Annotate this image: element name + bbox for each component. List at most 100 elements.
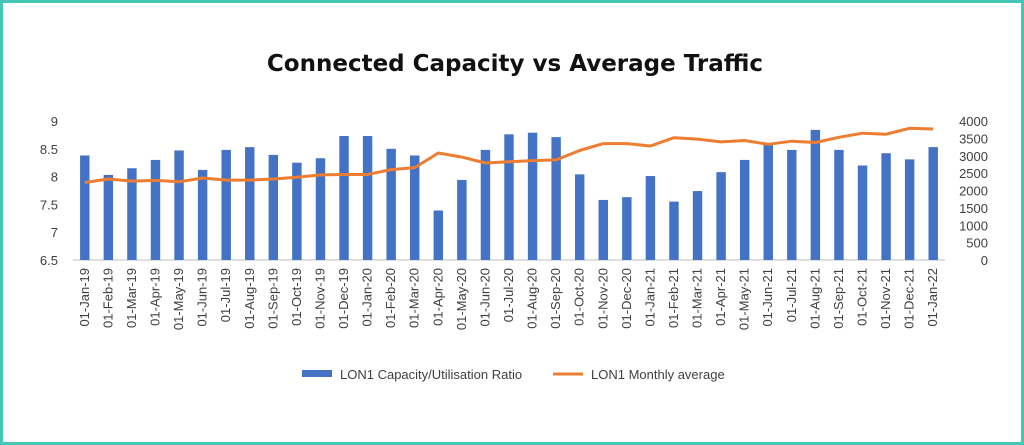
bar bbox=[80, 155, 90, 260]
bar bbox=[763, 143, 773, 260]
right-axis-tick: 2500 bbox=[959, 166, 988, 181]
legend-label-line: LON1 Monthly average bbox=[591, 367, 725, 382]
x-axis-tick: 01-Jun-19 bbox=[195, 268, 210, 327]
bar bbox=[292, 162, 302, 260]
right-axis-tick: 3000 bbox=[959, 149, 988, 164]
x-axis-tick: 01-Sep-19 bbox=[265, 268, 280, 329]
legend: LON1 Capacity/Utilisation Ratio LON1 Mon… bbox=[302, 367, 725, 382]
bar bbox=[598, 199, 608, 260]
left-axis-tick: 7.5 bbox=[40, 197, 58, 212]
right-axis-tick: 1500 bbox=[959, 201, 988, 216]
bar bbox=[622, 197, 632, 260]
left-axis-tick: 9 bbox=[51, 114, 58, 129]
right-axis-tick: 1000 bbox=[959, 218, 988, 233]
x-axis-tick: 01-Apr-19 bbox=[147, 268, 162, 326]
x-axis-tick: 01-May-21 bbox=[737, 268, 752, 330]
bar bbox=[221, 149, 231, 260]
x-axis-tick: 01-Feb-19 bbox=[100, 268, 115, 328]
bar bbox=[810, 129, 821, 260]
x-axis-tick: 01-Sep-21 bbox=[831, 268, 846, 329]
x-axis-tick: 01-Aug-19 bbox=[242, 268, 257, 329]
x-axis-tick: 01-Feb-20 bbox=[383, 268, 398, 328]
x-axis-tick: 01-Oct-21 bbox=[855, 268, 870, 326]
chart-title: Connected Capacity vs Average Traffic bbox=[266, 51, 764, 77]
bar bbox=[174, 150, 184, 260]
x-axis-tick: 01-Apr-21 bbox=[713, 268, 728, 326]
x-axis-tick: 01-May-20 bbox=[454, 268, 469, 330]
bar bbox=[716, 172, 726, 260]
x-axis-tick: 01-Aug-20 bbox=[525, 268, 540, 329]
bar bbox=[527, 132, 538, 260]
x-axis-tick: 01-Mar-21 bbox=[690, 268, 705, 328]
x-axis-tick: 01-Aug-21 bbox=[807, 268, 822, 329]
legend-label-bar: LON1 Capacity/Utilisation Ratio bbox=[340, 367, 522, 382]
x-axis-tick: 01-May-19 bbox=[171, 268, 186, 330]
x-axis-tick: 01-Nov-21 bbox=[878, 268, 893, 329]
right-axis-tick: 500 bbox=[966, 236, 988, 251]
bar bbox=[928, 147, 938, 260]
line-series bbox=[84, 126, 934, 184]
bar bbox=[574, 174, 585, 260]
bar bbox=[315, 158, 326, 260]
bar bbox=[245, 147, 255, 260]
legend-swatch-bar bbox=[302, 370, 332, 377]
x-axis-tick: 01-Jul-19 bbox=[218, 268, 233, 322]
x-axis-tick: 01-Jun-20 bbox=[477, 268, 492, 327]
right-axis-tick: 0 bbox=[981, 253, 988, 268]
bar bbox=[268, 154, 279, 260]
bar bbox=[386, 148, 396, 260]
x-axis-tick: 01-Dec-19 bbox=[336, 268, 351, 329]
bar bbox=[433, 210, 444, 260]
bar bbox=[834, 149, 844, 260]
x-axis-tick: 01-Apr-20 bbox=[430, 268, 445, 326]
x-axis-tick: 01-Jan-20 bbox=[360, 268, 375, 327]
bar bbox=[410, 155, 420, 260]
bar bbox=[103, 174, 114, 260]
x-axis-tick: 01-Nov-20 bbox=[595, 268, 610, 329]
x-axis-tick: 01-Mar-19 bbox=[124, 268, 139, 328]
left-axis-tick: 6.5 bbox=[40, 253, 58, 268]
left-axis: 6.5 7 7.5 8 8.5 9 bbox=[40, 114, 58, 268]
x-axis-ticks: 01-Jan-19 01-Feb-19 01-Mar-19 01-Apr-19 01-M… bbox=[77, 268, 940, 330]
bar bbox=[787, 149, 797, 260]
x-axis-tick: 01-Feb-21 bbox=[666, 268, 681, 328]
x-axis-tick: 01-Oct-20 bbox=[572, 268, 587, 326]
bar bbox=[904, 159, 915, 260]
x-axis-tick: 01-Jan-19 bbox=[77, 268, 92, 327]
bar bbox=[457, 179, 467, 260]
x-axis-tick: 01-Jul-20 bbox=[501, 268, 516, 322]
left-axis-tick: 8.5 bbox=[40, 142, 58, 157]
x-axis-tick: 01-Dec-21 bbox=[902, 268, 917, 329]
left-axis-tick: 7 bbox=[51, 225, 58, 240]
right-axis-tick: 4000 bbox=[959, 114, 988, 129]
bar bbox=[692, 191, 703, 260]
x-axis-tick: 01-Jul-21 bbox=[784, 268, 799, 322]
x-axis-tick: 01-Sep-20 bbox=[548, 268, 563, 329]
x-axis-tick: 01-Mar-20 bbox=[407, 268, 422, 328]
left-axis-tick: 8 bbox=[51, 170, 58, 185]
bar bbox=[669, 201, 679, 260]
bar bbox=[739, 159, 750, 260]
right-axis-tick: 2000 bbox=[959, 184, 988, 199]
bar bbox=[150, 159, 161, 260]
x-axis-tick: 01-Jan-22 bbox=[925, 268, 940, 327]
bar bbox=[645, 176, 656, 260]
bar bbox=[362, 136, 373, 260]
bar bbox=[197, 169, 208, 260]
bar-series bbox=[80, 129, 938, 260]
bar bbox=[127, 168, 137, 260]
right-axis: 0 500 1000 1500 2000 2500 3000 3500 4000 bbox=[959, 114, 988, 268]
x-axis-tick: 01-Jan-21 bbox=[642, 268, 657, 327]
right-axis-tick: 3500 bbox=[959, 131, 988, 146]
x-axis-tick: 01-Nov-19 bbox=[312, 268, 327, 329]
x-axis-tick: 01-Oct-19 bbox=[289, 268, 304, 326]
bar bbox=[339, 136, 349, 260]
bar bbox=[881, 153, 891, 260]
bar bbox=[551, 137, 561, 260]
bar bbox=[857, 165, 868, 260]
x-axis-tick: 01-Dec-20 bbox=[619, 268, 634, 329]
bar bbox=[504, 134, 514, 260]
bar bbox=[480, 149, 491, 260]
x-axis-tick: 01-Jun-21 bbox=[760, 268, 775, 327]
